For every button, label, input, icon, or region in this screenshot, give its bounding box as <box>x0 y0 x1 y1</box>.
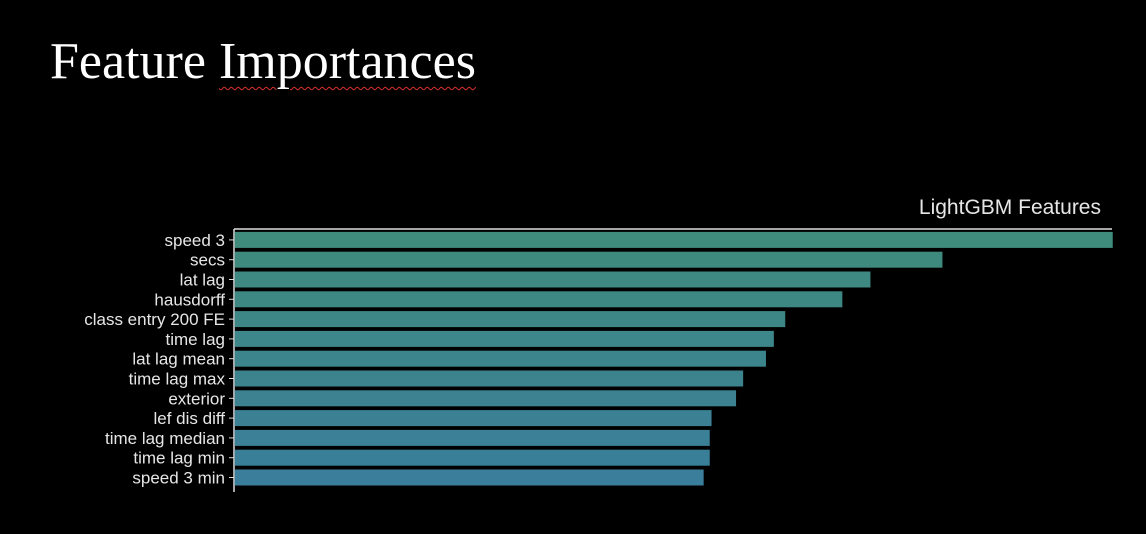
bar-time-lag <box>234 330 774 347</box>
bar-class-entry-200-FE <box>234 311 786 328</box>
bar-time-lag-max <box>234 370 744 387</box>
bar-group <box>234 231 1113 486</box>
y-tick-label: lat lag <box>180 271 225 290</box>
y-tick-label: time lag median <box>105 429 225 448</box>
y-tick-label: secs <box>190 251 225 270</box>
y-tick-label: time lag min <box>133 449 225 468</box>
slide-title-prefix: Feature <box>50 33 219 90</box>
y-tick-label: speed 3 min <box>132 469 225 488</box>
bar-time-lag-median <box>234 429 710 446</box>
y-tick-label: hausdorff <box>154 290 225 309</box>
y-tick-label: exterior <box>168 389 225 408</box>
y-tick-label: lef dis diff <box>153 409 225 428</box>
y-tick-label: speed 3 <box>165 231 226 250</box>
slide-title-underlined-word: Importances <box>218 33 476 90</box>
slide-title: Feature Importances <box>50 36 476 88</box>
bar-lef-dis-diff <box>234 410 712 427</box>
y-tick-label: class entry 200 FE <box>84 310 225 329</box>
bar-hausdorff <box>234 291 843 308</box>
bar-lat-lag-mean <box>234 350 766 367</box>
bar-time-lag-min <box>234 449 710 466</box>
chart-title: LightGBM Features <box>919 196 1101 219</box>
bar-secs <box>234 251 943 268</box>
y-tick-label: time lag <box>165 330 225 349</box>
bar-speed-3-min <box>234 469 704 486</box>
bar-speed-3 <box>234 231 1113 248</box>
y-tick-label: lat lag mean <box>132 350 225 369</box>
bar-exterior <box>234 390 737 407</box>
bar-lat-lag <box>234 271 871 288</box>
y-tick-label: time lag max <box>129 370 226 389</box>
